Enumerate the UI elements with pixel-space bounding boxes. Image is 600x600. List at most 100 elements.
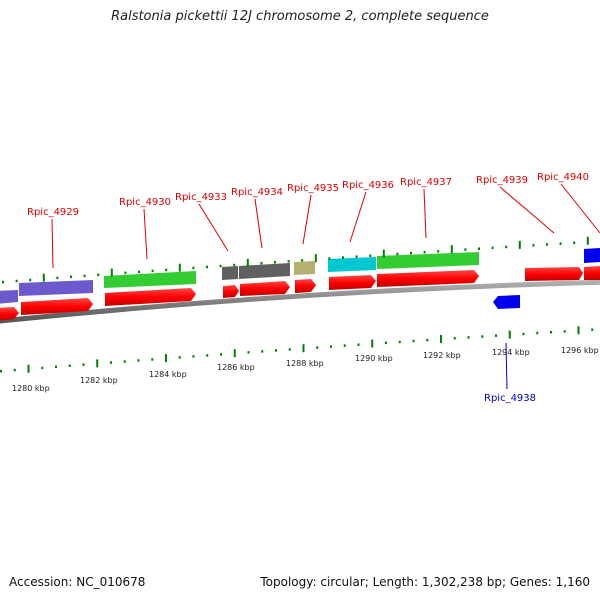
leader-line xyxy=(499,186,555,234)
minor-tick xyxy=(355,255,358,258)
minor-tick xyxy=(275,349,277,352)
cds-arrow xyxy=(240,281,290,296)
gene-label[interactable]: Rpic_4938 xyxy=(484,393,536,404)
cog-bar-purple-b xyxy=(19,280,93,296)
cog-bar-green-4930 xyxy=(104,271,196,288)
minor-tick xyxy=(426,338,429,342)
scale-ticks-upper xyxy=(2,236,589,284)
minor-tick xyxy=(398,340,401,344)
minor-tick xyxy=(495,334,497,337)
minor-tick xyxy=(0,369,2,373)
minor-tick xyxy=(83,274,86,278)
leader-line xyxy=(143,208,148,260)
minor-tick xyxy=(522,332,525,336)
minor-tick xyxy=(546,243,548,246)
minor-tick xyxy=(70,275,72,279)
minor-tick xyxy=(13,368,16,372)
minor-tick xyxy=(396,252,399,256)
major-tick xyxy=(508,330,511,339)
major-tick xyxy=(42,273,45,282)
leader-line xyxy=(51,218,54,269)
major-tick xyxy=(371,339,374,348)
minor-tick xyxy=(261,350,264,353)
minor-tick xyxy=(550,330,552,334)
minor-tick xyxy=(464,248,467,251)
cog-bar-khaki xyxy=(294,261,315,275)
minor-tick xyxy=(437,250,440,253)
leader-line xyxy=(349,191,367,243)
minor-tick xyxy=(55,365,57,369)
minor-tick xyxy=(178,356,181,359)
minor-tick xyxy=(220,353,222,356)
gene-label[interactable]: Rpic_4939 xyxy=(476,175,528,186)
cds-arrow xyxy=(584,266,600,280)
cds-arrow xyxy=(105,288,196,306)
scale-label: 1286 kbp xyxy=(217,363,255,372)
minor-tick xyxy=(124,271,127,275)
scale-label: 1288 kbp xyxy=(286,359,324,368)
minor-tick xyxy=(467,336,470,339)
scale-label: 1282 kbp xyxy=(80,376,118,385)
minor-tick xyxy=(342,256,344,259)
minor-tick xyxy=(478,247,480,250)
minor-tick xyxy=(165,268,168,272)
minor-tick xyxy=(410,251,412,255)
leader-line xyxy=(302,194,312,245)
cog-bar-blue xyxy=(584,248,600,263)
backbone xyxy=(0,279,600,324)
gene-label[interactable]: Rpic_4934 xyxy=(231,187,283,198)
minor-tick xyxy=(369,254,372,258)
map-title: Ralstonia pickettii 12J chromosome 2, co… xyxy=(111,9,489,24)
cog-bar-gray-b xyxy=(239,263,290,279)
minor-tick xyxy=(301,259,304,262)
cds-arrow xyxy=(525,267,583,281)
major-tick xyxy=(246,258,249,267)
minor-tick xyxy=(260,261,263,265)
minor-tick xyxy=(151,358,154,361)
minor-tick xyxy=(288,348,291,351)
minor-tick xyxy=(110,361,112,364)
major-tick xyxy=(178,263,181,272)
minor-tick xyxy=(247,351,250,354)
minor-tick xyxy=(481,335,484,338)
gene-label[interactable]: Rpic_4933 xyxy=(175,192,227,203)
major-tick xyxy=(450,245,453,254)
minor-tick xyxy=(29,278,32,282)
minor-tick xyxy=(41,366,44,370)
gene-label[interactable]: Rpic_4929 xyxy=(27,207,79,218)
gene-label[interactable]: Rpic_4936 xyxy=(342,180,394,191)
cog-bar-cyan xyxy=(328,257,376,272)
gene-label[interactable]: Rpic_4930 xyxy=(119,197,171,208)
major-tick xyxy=(302,344,305,353)
cds-arrow xyxy=(0,307,19,321)
gene-label[interactable]: Rpic_4940 xyxy=(537,172,589,183)
minor-tick xyxy=(206,265,208,269)
major-tick xyxy=(233,349,236,358)
summary-text: Topology: circular; Length: 1,302,238 bp… xyxy=(260,575,590,589)
cog-bar-gray-a xyxy=(222,266,238,280)
minor-tick xyxy=(68,364,71,368)
gene-label[interactable]: Rpic_4935 xyxy=(287,183,339,194)
minor-tick xyxy=(453,337,456,340)
minor-tick xyxy=(343,344,346,347)
minor-tick xyxy=(97,273,100,277)
major-tick xyxy=(577,326,580,335)
cds-arrow xyxy=(329,275,376,290)
major-tick xyxy=(165,354,167,363)
leader-line xyxy=(560,183,600,234)
minor-tick xyxy=(559,242,562,245)
minor-tick xyxy=(505,245,508,249)
minor-tick xyxy=(330,345,332,348)
major-tick xyxy=(586,236,589,245)
minor-tick xyxy=(591,328,594,331)
major-tick xyxy=(518,240,521,249)
minor-tick xyxy=(151,269,154,273)
minor-tick xyxy=(357,343,360,346)
cds-arrow xyxy=(295,279,316,293)
major-tick xyxy=(314,254,317,263)
minor-tick xyxy=(385,341,387,345)
accession-text: Accession: NC_010678 xyxy=(9,575,146,589)
major-tick xyxy=(110,268,113,277)
gene-label[interactable]: Rpic_4937 xyxy=(400,177,452,188)
